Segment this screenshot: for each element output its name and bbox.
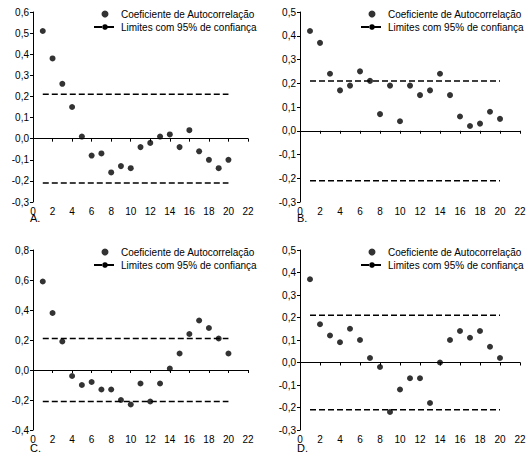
svg-text:12: 12 (145, 206, 157, 217)
svg-text:0,2: 0,2 (15, 335, 29, 346)
svg-text:0,6: 0,6 (15, 7, 29, 18)
svg-text:0,2: 0,2 (282, 312, 296, 323)
svg-text:0,1: 0,1 (15, 112, 29, 123)
svg-text:0,4: 0,4 (15, 305, 29, 316)
svg-text:Limites com 95% de confiança: Limites com 95% de confiança (388, 22, 524, 33)
svg-text:0: 0 (30, 433, 36, 445)
svg-text:0,5: 0,5 (15, 28, 29, 39)
svg-text:4: 4 (337, 434, 343, 445)
svg-text:16: 16 (184, 434, 196, 445)
svg-text:-0,3: -0,3 (12, 197, 30, 208)
svg-text:6: 6 (89, 434, 95, 445)
svg-text:14: 14 (434, 206, 446, 217)
svg-text:Coeficiente de Autocorrelação: Coeficiente de Autocorrelação (388, 9, 522, 20)
svg-text:A.: A. (30, 212, 40, 224)
svg-text:10: 10 (125, 434, 137, 445)
svg-text:12: 12 (414, 206, 426, 217)
svg-text:4: 4 (69, 206, 75, 217)
svg-text:-0,3: -0,3 (279, 425, 297, 436)
svg-text:14: 14 (164, 206, 176, 217)
svg-text:18: 18 (203, 206, 215, 217)
svg-text:0,2: 0,2 (282, 78, 296, 89)
svg-text:8: 8 (377, 434, 383, 445)
svg-text:-0,2: -0,2 (12, 175, 30, 186)
svg-text:10: 10 (394, 206, 406, 217)
svg-text:Limites com 95% de confiança: Limites com 95% de confiança (388, 260, 524, 271)
svg-text:-0,1: -0,1 (12, 154, 30, 165)
svg-text:0: 0 (297, 433, 303, 445)
svg-text:0,1: 0,1 (282, 335, 296, 346)
svg-text:0,6: 0,6 (15, 275, 29, 286)
svg-text:2: 2 (317, 206, 323, 217)
svg-text:-0,1: -0,1 (279, 149, 297, 160)
svg-text:8: 8 (108, 434, 114, 445)
svg-text:4: 4 (337, 206, 343, 217)
svg-text:0,0: 0,0 (15, 133, 29, 144)
svg-text:20: 20 (494, 434, 506, 445)
svg-text:20: 20 (223, 206, 235, 217)
svg-text:0,4: 0,4 (282, 267, 296, 278)
svg-text:D.: D. (297, 442, 308, 454)
svg-text:8: 8 (108, 206, 114, 217)
svg-text:22: 22 (514, 434, 526, 445)
svg-text:22: 22 (242, 434, 254, 445)
svg-text:8: 8 (377, 206, 383, 217)
svg-text:10: 10 (125, 206, 137, 217)
svg-text:12: 12 (414, 434, 426, 445)
svg-text:12: 12 (145, 434, 157, 445)
svg-text:16: 16 (454, 434, 466, 445)
svg-text:14: 14 (164, 434, 176, 445)
svg-text:Coeficiente de Autocorrelação: Coeficiente de Autocorrelação (388, 247, 522, 258)
svg-text:2: 2 (50, 206, 56, 217)
svg-text:B.: B. (297, 212, 307, 224)
svg-text:6: 6 (89, 206, 95, 217)
svg-text:10: 10 (394, 434, 406, 445)
svg-text:-0,4: -0,4 (12, 425, 30, 436)
svg-text:22: 22 (242, 206, 254, 217)
svg-text:16: 16 (184, 206, 196, 217)
svg-text:-0,2: -0,2 (279, 402, 297, 413)
svg-text:18: 18 (474, 434, 486, 445)
svg-text:0,3: 0,3 (282, 54, 296, 65)
svg-text:-0,1: -0,1 (279, 380, 297, 391)
svg-text:0,0: 0,0 (15, 365, 29, 376)
svg-text:4: 4 (69, 434, 75, 445)
svg-text:0,2: 0,2 (15, 91, 29, 102)
svg-text:0,4: 0,4 (282, 30, 296, 41)
svg-text:20: 20 (223, 434, 235, 445)
svg-text:20: 20 (494, 206, 506, 217)
svg-text:Limites com 95% de confiança: Limites com 95% de confiança (121, 260, 257, 271)
svg-text:Limites com 95% de confiança: Limites com 95% de confiança (121, 22, 257, 33)
svg-text:0,0: 0,0 (282, 357, 296, 368)
svg-text:22: 22 (514, 206, 526, 217)
svg-text:Coeficiente de Autocorrelação: Coeficiente de Autocorrelação (121, 9, 255, 20)
svg-text:-0,2: -0,2 (12, 395, 30, 406)
svg-text:6: 6 (357, 206, 363, 217)
svg-text:Coeficiente de Autocorrelação: Coeficiente de Autocorrelação (121, 247, 255, 258)
svg-text:0,5: 0,5 (282, 7, 296, 18)
svg-text:0,3: 0,3 (15, 70, 29, 81)
svg-text:16: 16 (454, 206, 466, 217)
svg-text:2: 2 (317, 434, 323, 445)
svg-text:0,8: 0,8 (15, 245, 29, 256)
svg-text:18: 18 (474, 206, 486, 217)
svg-text:14: 14 (434, 434, 446, 445)
svg-text:2: 2 (50, 434, 56, 445)
svg-text:C.: C. (30, 442, 41, 454)
svg-text:18: 18 (203, 434, 215, 445)
svg-text:-0,3: -0,3 (279, 197, 297, 208)
svg-text:0,4: 0,4 (15, 49, 29, 60)
svg-text:0,5: 0,5 (282, 245, 296, 256)
svg-text:6: 6 (357, 434, 363, 445)
svg-text:-0,2: -0,2 (279, 173, 297, 184)
svg-text:0,0: 0,0 (282, 125, 296, 136)
svg-text:0,1: 0,1 (282, 102, 296, 113)
svg-text:0,3: 0,3 (282, 290, 296, 301)
